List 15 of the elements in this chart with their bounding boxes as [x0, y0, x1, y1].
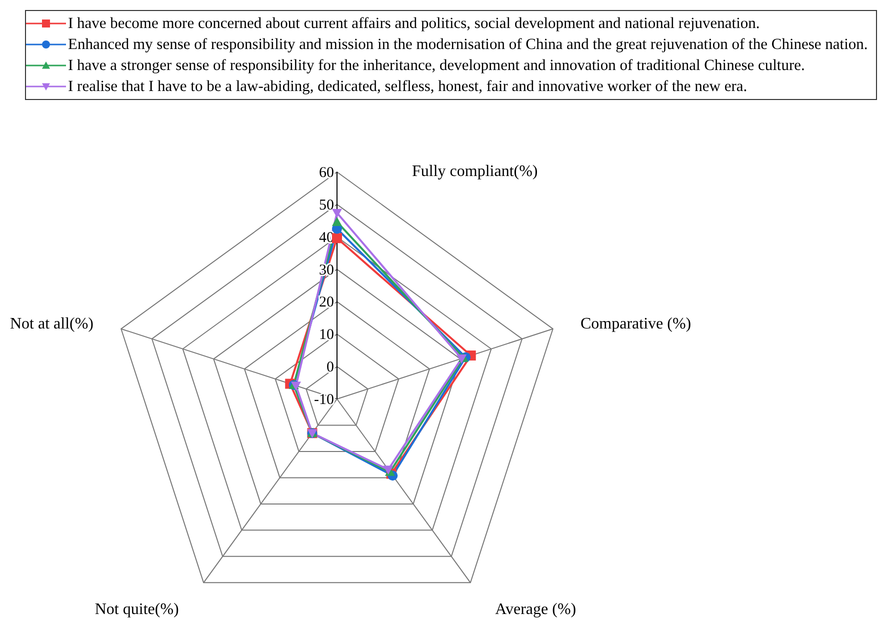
legend-label: I realise that I have to be a law-abiding, dedicated, selfless, honest, fair and innovative worker of the new era. [68, 77, 748, 97]
spoke-label: Average (%) [495, 601, 576, 618]
spoke-label: Comparative (%) [580, 315, 692, 332]
legend-label: Enhanced my sense of responsibility and mission in the modernisation of China and the great rejuvenation of the Chinese nation. [68, 35, 868, 55]
y-tick-label: 50 [319, 197, 334, 214]
legend-label: I have become more concerned about current affairs and politics, social development and national rejuvenation. [68, 14, 760, 34]
spoke-label: Fully compliant(%) [412, 163, 538, 180]
legend-label: I have a stronger sense of responsibility for the inheritance, development and innovation of traditional Chinese culture. [68, 56, 805, 76]
y-tick-label: -10 [314, 392, 334, 408]
spoke-label: Not quite(%) [94, 601, 179, 618]
spoke-label: Not at all(%) [10, 315, 94, 332]
y-tick-label: 10 [319, 327, 334, 344]
y-tick-label: 0 [326, 360, 334, 376]
y-tick-label: 60 [319, 165, 334, 181]
y-tick-label: 20 [319, 294, 334, 311]
